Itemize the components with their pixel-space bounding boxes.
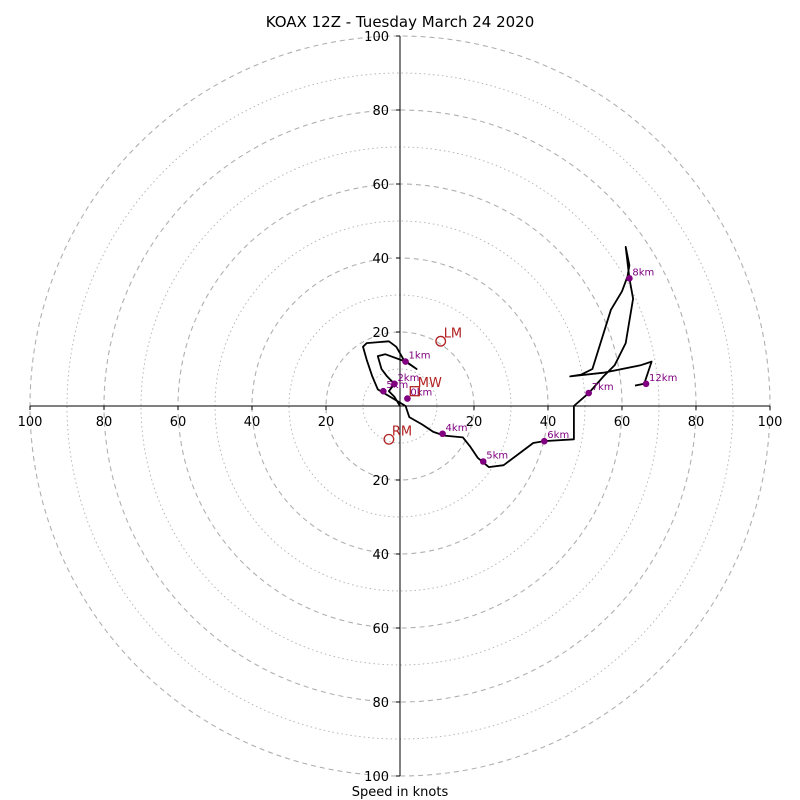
height-marker-dot <box>479 458 487 465</box>
height-marker-dot <box>626 275 633 282</box>
mean-wind-marker <box>409 386 420 397</box>
storm-motion-markers: LM MW RM <box>383 326 462 445</box>
y-tick-label: 40 <box>372 548 389 563</box>
height-marker-dot <box>402 358 409 365</box>
x-tick-label: 40 <box>540 415 557 430</box>
height-marker-label: 5km <box>386 380 408 391</box>
height-marker-label: 5km <box>486 451 508 462</box>
chart-title: KOAX 12Z - Tuesday March 24 2020 <box>266 13 535 31</box>
y-tick-label: 60 <box>372 622 389 637</box>
height-marker-label: 7km <box>592 382 614 393</box>
storm-motion-label: MW <box>418 376 442 391</box>
x-tick-label: 60 <box>170 415 187 430</box>
height-marker-label: 0km <box>410 388 432 399</box>
hodograph-trace-group <box>362 246 653 468</box>
x-tick-label: 100 <box>758 415 783 430</box>
hodograph-trace <box>362 246 653 468</box>
height-marker-label: 6km <box>547 430 569 441</box>
height-marker-dot <box>541 437 548 445</box>
height-marker-dot <box>380 387 387 395</box>
storm-motion-label: RM <box>392 424 412 439</box>
y-tick-label: 80 <box>372 696 389 711</box>
x-tick-label: 20 <box>318 415 335 430</box>
storm-motion-marker <box>435 335 447 347</box>
height-marker-dot <box>404 395 411 402</box>
y-tick-label: 100 <box>364 30 389 45</box>
height-marker-label: 2km <box>397 373 419 384</box>
y-tick-label: 80 <box>372 104 389 119</box>
tick-labels: 100 80 60 40 20 20 40 60 80 100 100 80 60 40 20 20 40 60 8… <box>18 30 783 785</box>
x-tick-label: 80 <box>96 415 113 430</box>
x-axis-label: Speed in knots <box>352 785 449 800</box>
x-tick-label: 40 <box>244 415 261 430</box>
height-marker-label: 1km <box>409 351 431 362</box>
x-tick-label: 80 <box>688 415 705 430</box>
storm-motion-label: LM <box>444 326 462 341</box>
height-marker-label: 12km <box>649 373 677 384</box>
y-tick-label: 40 <box>372 252 389 267</box>
height-marker-dot <box>391 380 398 388</box>
height-marker-label: 8km <box>632 267 654 278</box>
storm-motion-marker <box>383 433 395 445</box>
x-tick-label: 20 <box>466 415 483 430</box>
height-marker-label: 4km <box>446 423 468 434</box>
height-marker-dot <box>439 430 446 438</box>
x-tick-label: 100 <box>18 415 43 430</box>
y-tick-label: 20 <box>372 326 389 341</box>
height-marker-dot <box>642 380 650 388</box>
height-marker-dot <box>585 389 592 397</box>
x-tick-label: 60 <box>614 415 631 430</box>
y-tick-label: 60 <box>372 178 389 193</box>
y-tick-label: 100 <box>364 770 389 785</box>
y-tick-label: 20 <box>372 474 389 489</box>
